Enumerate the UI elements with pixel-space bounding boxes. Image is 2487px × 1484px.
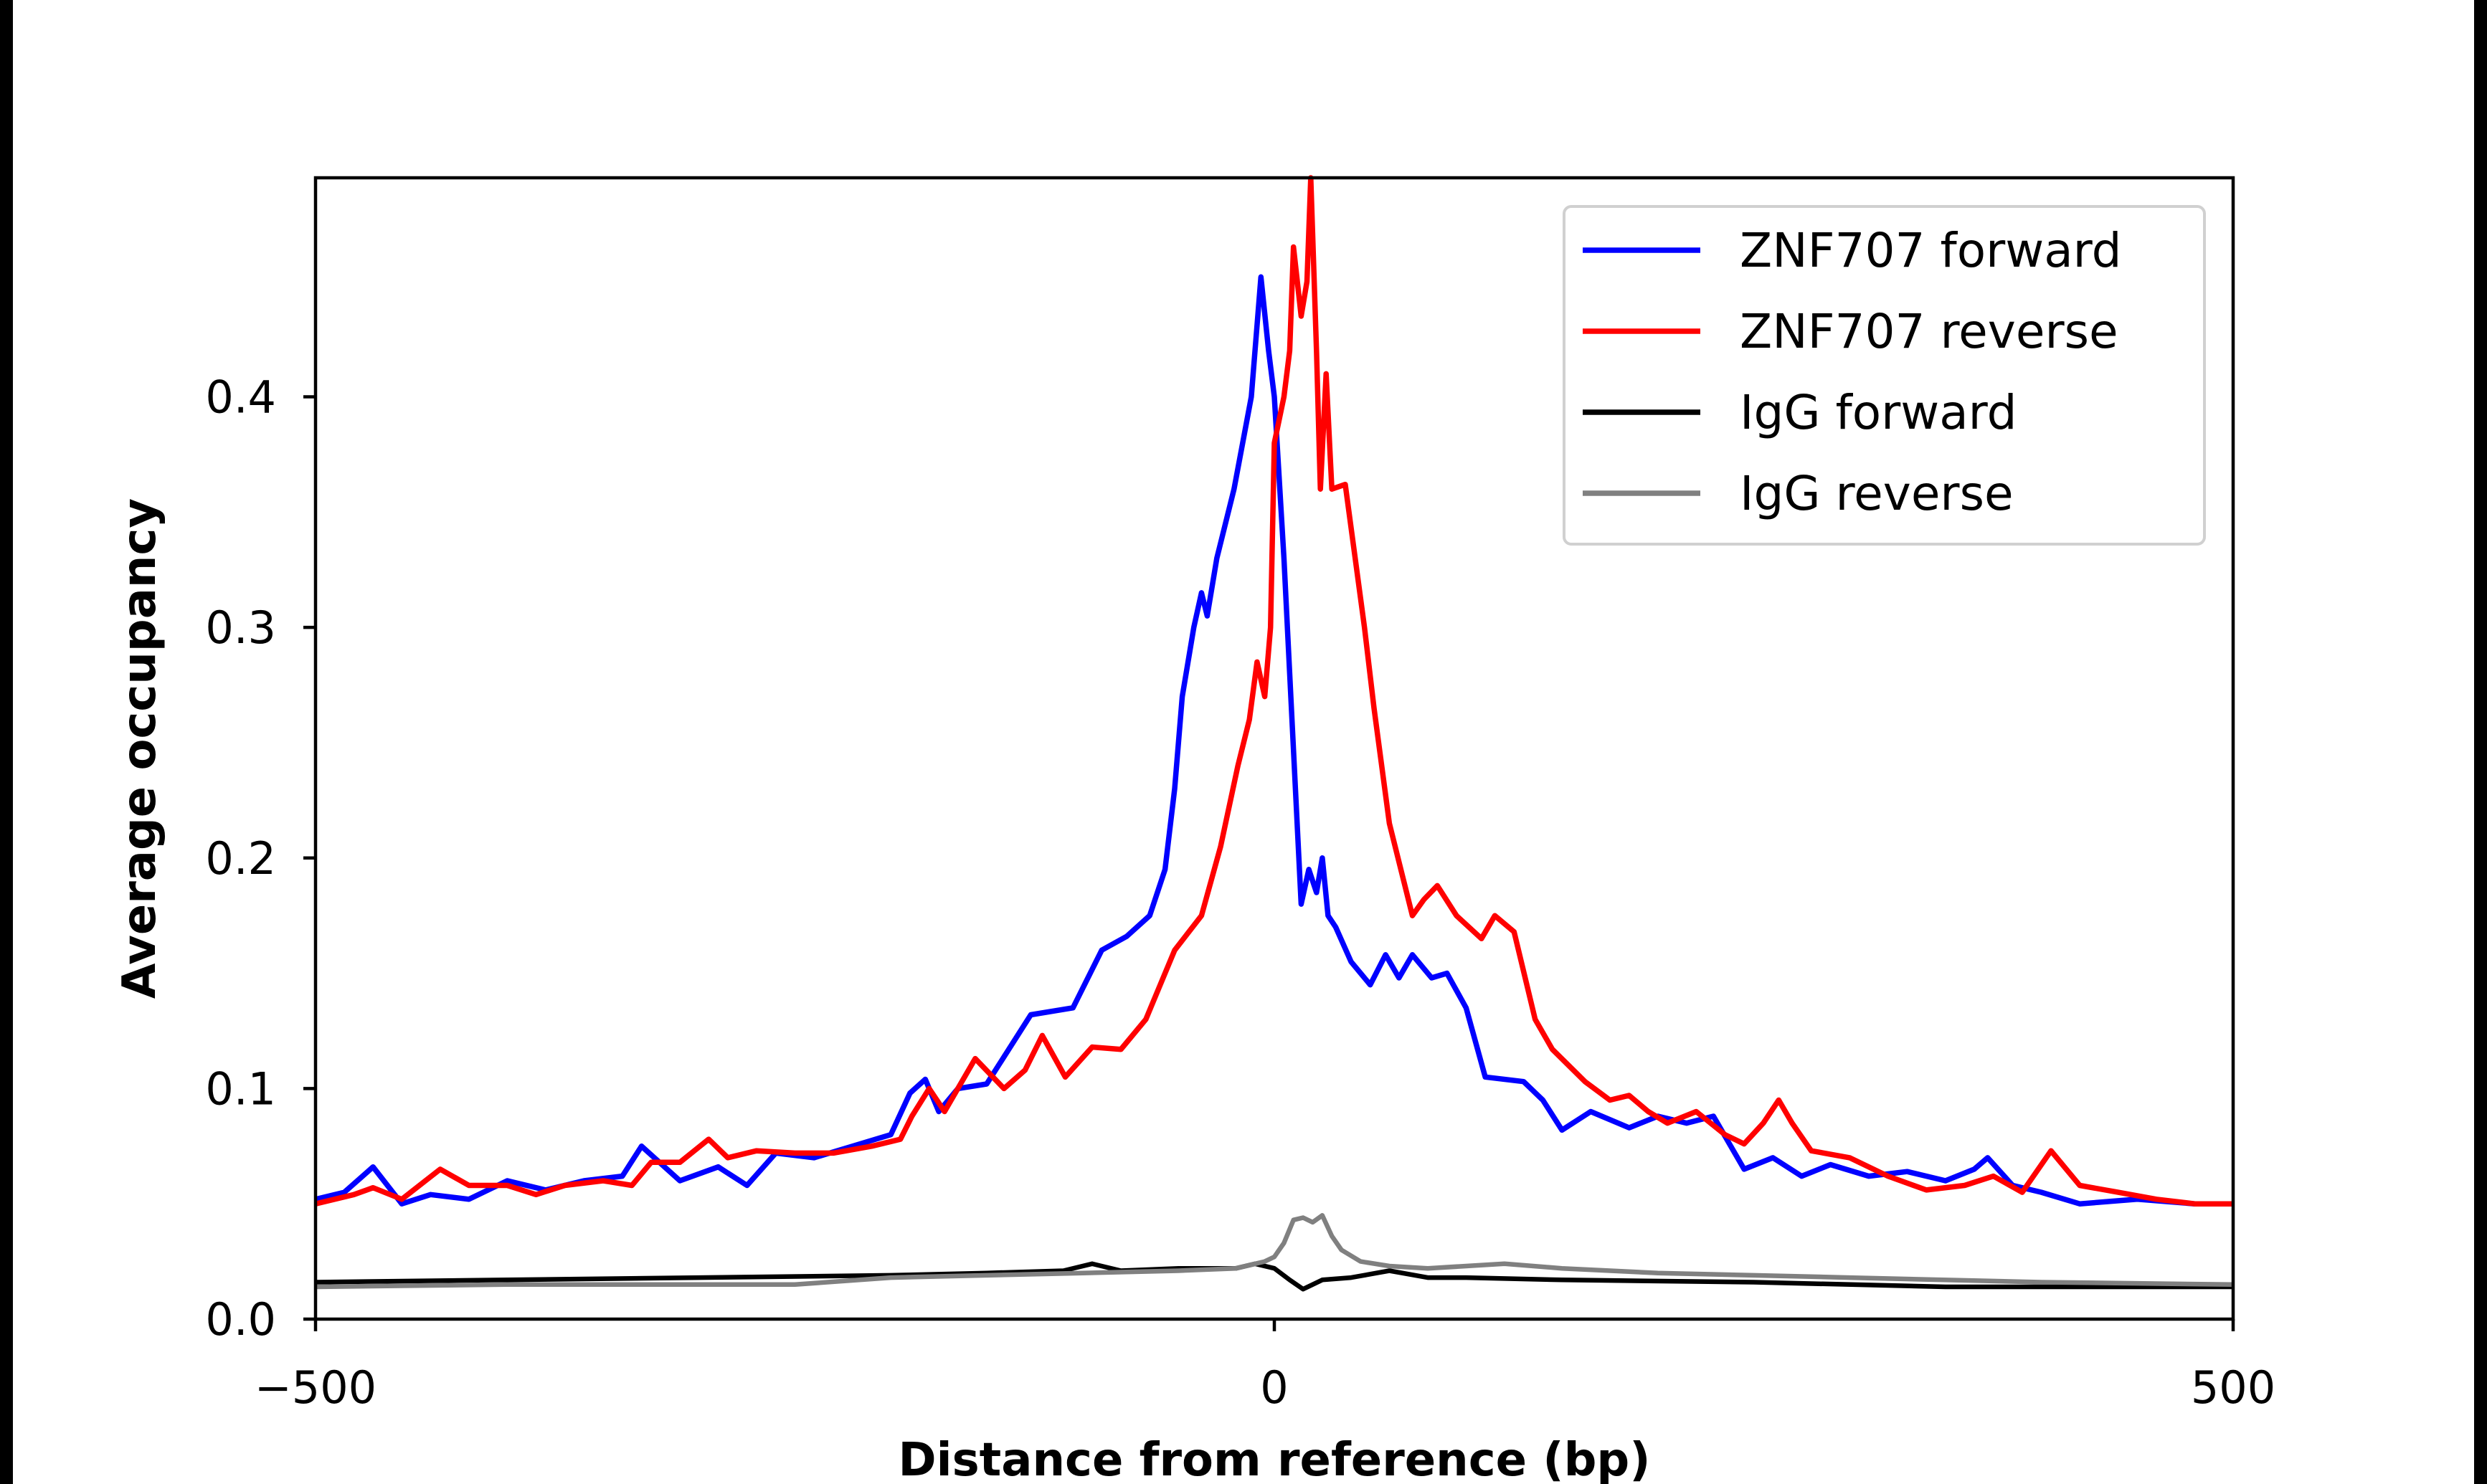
x-axis-label: Distance from reference (bp) [899,1434,1651,1484]
y-axis-label: Average occupancy [113,498,166,999]
legend-label: IgG reverse [1740,466,2014,521]
left-border [0,0,13,1484]
y-tick-label: 0.3 [205,601,276,654]
legend-item: ZNF707 forward [1583,223,2122,278]
legend-label: IgG forward [1740,385,2017,440]
right-border [2474,0,2487,1484]
legend: ZNF707 forward ZNF707 reverse IgG forward I… [1563,205,2206,546]
legend-item: ZNF707 reverse [1583,304,2118,359]
x-tick-label: 0 [1260,1361,1288,1414]
y-tick-label: 0.1 [205,1062,276,1115]
ticks-layer: −500 0 500 0.0 0.1 0.2 0.3 0.4 [205,371,2275,1414]
x-tick-label: 500 [2191,1361,2275,1414]
legend-item: IgG reverse [1583,466,2014,521]
legend-label: ZNF707 reverse [1740,304,2118,359]
legend-item: IgG forward [1583,385,2017,440]
series-line-znf707-reverse [316,175,2233,1207]
legend-frame [1563,205,2206,546]
y-tick-label: 0.0 [205,1293,276,1346]
y-tick-label: 0.4 [205,371,276,424]
series-line-znf707-forward [316,274,2233,1207]
series-layer [316,175,2233,1292]
legend-label: ZNF707 forward [1740,223,2122,278]
series-line-igg-reverse [316,1213,2233,1290]
y-tick-label: 0.2 [205,832,276,885]
x-tick-label: −500 [255,1361,376,1414]
